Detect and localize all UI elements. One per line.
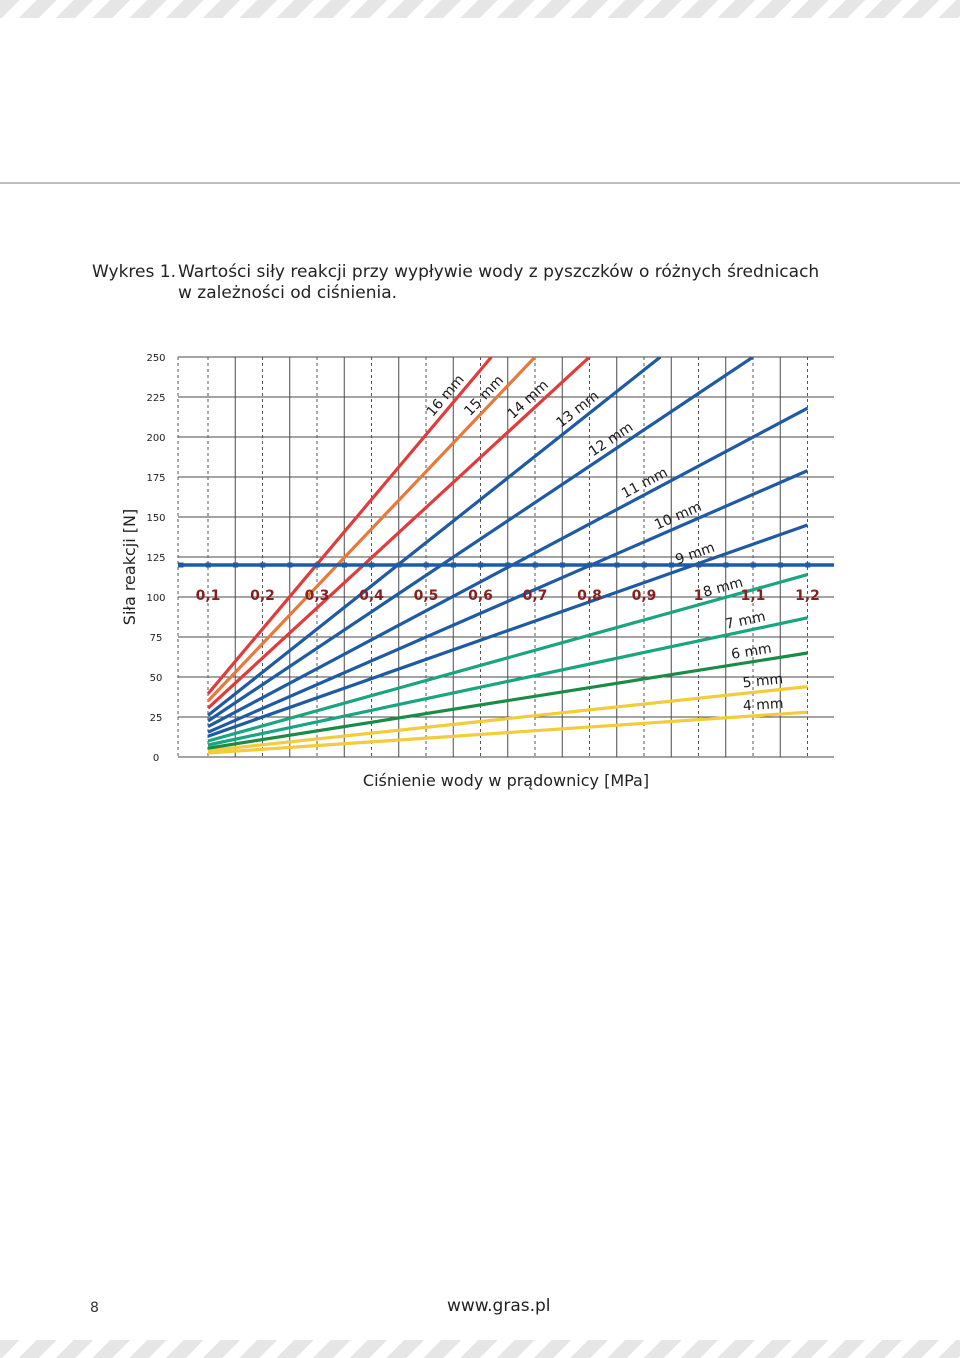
series-line-8mm [207,573,808,743]
x-tick-label: 0,1 [196,588,221,604]
reference-line-marker [423,562,429,568]
series-line-14mm [206,357,591,710]
reference-line-marker [805,562,811,568]
reference-line-marker [750,562,756,568]
y-axis-label: Siła reakcji [N] [120,509,139,625]
reference-line-marker [614,562,620,568]
series-line-6mm [207,651,808,750]
reference-line-marker [478,562,484,568]
x-tick-label: 0,6 [468,588,493,604]
x-tick-labels: 0,1 0,2 0,3 0,4 0,5 0,6 0,7 0,8 0,9 1 1,1 1,2 [196,588,820,604]
y-tick-label: 225 [146,393,165,404]
page-number: 8 [90,1300,99,1316]
x-tick-label: 0,3 [305,588,330,604]
x-tick-label: 0,4 [359,588,384,604]
y-tick-label: 75 [150,633,163,644]
x-tick-label: 0,2 [250,588,275,604]
reference-line-marker [396,562,402,568]
reference-line-marker [451,562,456,568]
x-tick-label: 1,1 [741,588,766,604]
grid [177,356,834,758]
x-axis-label: Ciśnienie wody w prądownicy [MPa] [363,771,649,790]
x-tick-label: 0,8 [577,588,602,604]
reference-line-marker [641,562,647,568]
chart-caption: Wykres 1. Wartości siły reakcji przy wypł… [92,262,819,304]
series-label: 5 mm [742,671,784,691]
series-line-15mm [206,357,537,703]
y-tick-label: 175 [146,473,165,484]
x-tick-label: 0,7 [523,588,548,604]
y-tick-label: 150 [146,513,165,524]
reference-line-marker [314,562,320,568]
top-stripe [0,0,960,18]
website-link[interactable]: www.gras.pl [447,1296,551,1316]
series-line-7mm [207,616,808,747]
y-tick-label: 50 [150,673,163,684]
reference-line-marker [287,562,293,568]
series-line-4mm [207,710,808,755]
reference-line-marker [532,562,538,568]
series-line-9mm [207,523,809,738]
reference-line-marker [560,562,565,568]
x-tick-label: 0,9 [632,588,657,604]
reference-line-marker [342,562,347,568]
series-label: 4 mm [742,696,784,715]
reference-line-marker [260,562,266,568]
reference-line-marker [696,562,702,568]
series-lines [206,357,809,755]
reference-line-group [178,562,834,568]
reference-line-marker [369,562,375,568]
series-line-12mm [207,357,754,723]
y-tick-label: 25 [150,713,163,724]
series-line-5mm [207,685,808,753]
x-tick-label: 1 [694,588,704,604]
reference-line-marker [778,562,783,568]
reference-line-marker [233,562,238,568]
caption-line-1: Wartości siły reakcji przy wypływie wody… [178,262,820,282]
reference-line-marker [178,562,184,568]
series-line-10mm [207,469,809,734]
reference-line-marker [205,562,211,568]
y-tick-label: 125 [146,553,165,564]
reference-line-marker [587,562,593,568]
caption-line-2: w zależności od ciśnienia. [178,283,398,303]
bottom-stripe [0,1340,960,1358]
caption-number: Wykres 1. [92,262,176,282]
x-tick-label: 0,5 [414,588,439,604]
y-tick-labels: 0 25 50 75 100 125 150 175 200 225 250 [146,353,165,764]
series-line-13mm [207,357,662,717]
y-tick-label: 0 [153,753,159,764]
y-tick-label: 250 [146,353,165,364]
y-tick-label: 200 [146,433,165,444]
x-tick-label: 1,2 [795,588,820,604]
header-rule [0,182,960,184]
y-tick-label: 100 [146,593,165,604]
reference-line-marker [505,562,511,568]
reference-line-marker [669,562,674,568]
series-label: 6 mm [730,641,773,663]
reference-line-marker [723,562,729,568]
series-line-16mm [206,357,493,695]
